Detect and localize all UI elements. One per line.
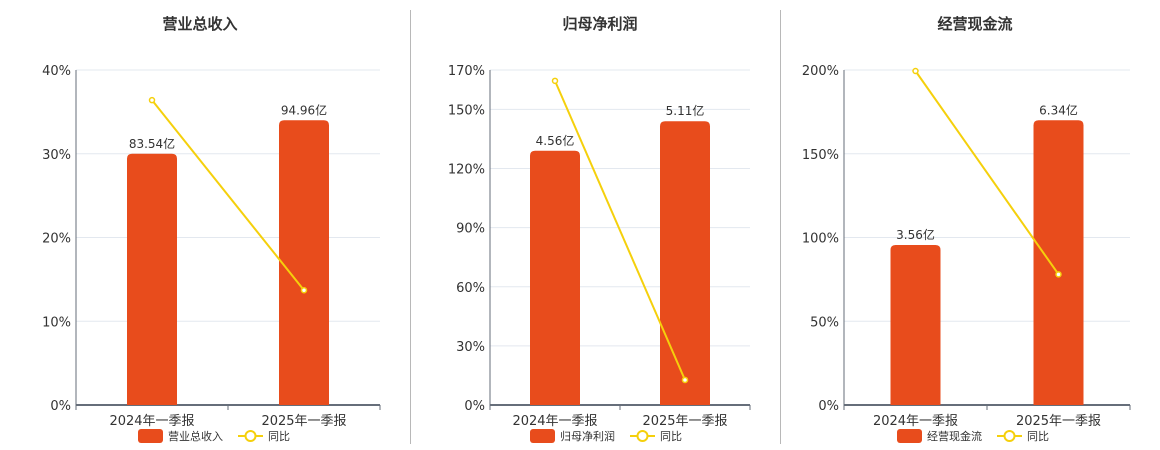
bar	[1033, 120, 1084, 405]
legend-line-marker-icon	[636, 430, 649, 442]
x-tick-label: 2025年一季报	[642, 414, 727, 429]
divider	[410, 10, 411, 444]
chart-panel-revenue: 营业总收入 0% 10% 20% 30% 40% 83.54亿 94.96亿 2024年一季报…	[0, 0, 400, 450]
yoy-point	[300, 287, 308, 294]
yoy-point	[148, 96, 156, 104]
y-tick-label: 200%	[802, 64, 839, 79]
legend-line-label: 同比	[660, 430, 682, 443]
bar	[660, 121, 710, 405]
x-tick-label: 2025年一季报	[261, 414, 346, 429]
yoy-point	[681, 376, 689, 384]
y-tick-label: 10%	[42, 315, 71, 330]
yoy-point	[551, 77, 559, 85]
chart-revenue: 0% 10% 20% 30% 40% 83.54亿 94.96亿 2024年一季报 2025年一…	[42, 64, 381, 443]
legend-line-marker-icon	[244, 430, 257, 442]
y-tick-label: 30%	[456, 340, 485, 355]
bar-value-label: 83.54亿	[129, 136, 175, 151]
chart-panel-net-profit: 归母净利润 0% 30% 60% 90% 120% 150% 170% 4.56亿 5.11亿 2…	[400, 0, 780, 450]
legend-line-label: 同比	[268, 430, 290, 443]
y-tick-label: 20%	[42, 232, 71, 247]
bar	[890, 245, 941, 405]
y-tick-label: 0%	[818, 399, 839, 414]
legend-line-label: 同比	[1027, 430, 1049, 443]
legend-line-marker-icon	[1003, 430, 1016, 442]
chart-panel-cashflow: 经营现金流 0% 50% 100% 150% 200% 3.56亿 6.34亿 2024年一季…	[780, 0, 1160, 450]
y-tick-label: 100%	[802, 232, 839, 247]
x-tick-label: 2024年一季报	[109, 414, 194, 429]
chart-title: 归母净利润	[562, 15, 638, 33]
bar-value-label: 5.11亿	[666, 103, 705, 118]
bar	[127, 153, 177, 405]
legend-bar-label: 营业总收入	[168, 429, 223, 443]
chart-title: 经营现金流	[937, 15, 1013, 33]
yoy-point	[1055, 271, 1062, 278]
y-tick-label: 90%	[456, 222, 485, 237]
y-tick-label: 120%	[448, 163, 485, 178]
legend-bar-swatch	[530, 429, 555, 443]
y-tick-label: 0%	[464, 399, 485, 414]
y-tick-label: 60%	[456, 281, 485, 296]
y-tick-label: 150%	[802, 148, 839, 163]
bar-value-label: 6.34亿	[1039, 102, 1078, 117]
y-tick-label: 0%	[50, 399, 71, 414]
yoy-point	[912, 67, 919, 75]
bar-value-label: 94.96亿	[281, 102, 327, 117]
x-tick-label: 2024年一季报	[873, 414, 958, 429]
x-tick-label: 2025年一季报	[1016, 414, 1101, 429]
legend-bar-swatch	[897, 429, 922, 443]
chart-title: 营业总收入	[162, 15, 238, 33]
legend-bar-swatch	[138, 429, 163, 443]
x-tick-label: 2024年一季报	[512, 414, 597, 429]
yoy-line	[914, 70, 1060, 275]
y-tick-label: 40%	[42, 64, 71, 79]
bar	[530, 150, 580, 405]
bar	[279, 120, 329, 405]
chart-cashflow: 0% 50% 100% 150% 200% 3.56亿 6.34亿 2024年一季报 2025年…	[802, 64, 1131, 443]
y-tick-label: 50%	[810, 315, 839, 330]
y-tick-label: 170%	[448, 64, 485, 79]
chart-net-profit: 0% 30% 60% 90% 120% 150% 170% 4.56亿 5.11亿 2024年一季…	[448, 64, 751, 443]
bar-value-label: 3.56亿	[896, 227, 935, 242]
y-tick-label: 150%	[448, 103, 485, 118]
legend-bar-label: 经营现金流	[927, 429, 982, 443]
legend-bar-label: 归母净利润	[560, 429, 615, 443]
bar-value-label: 4.56亿	[536, 133, 575, 148]
y-tick-label: 30%	[42, 148, 71, 163]
yoy-line	[554, 80, 686, 381]
yoy-line	[151, 99, 305, 291]
divider	[780, 10, 781, 444]
